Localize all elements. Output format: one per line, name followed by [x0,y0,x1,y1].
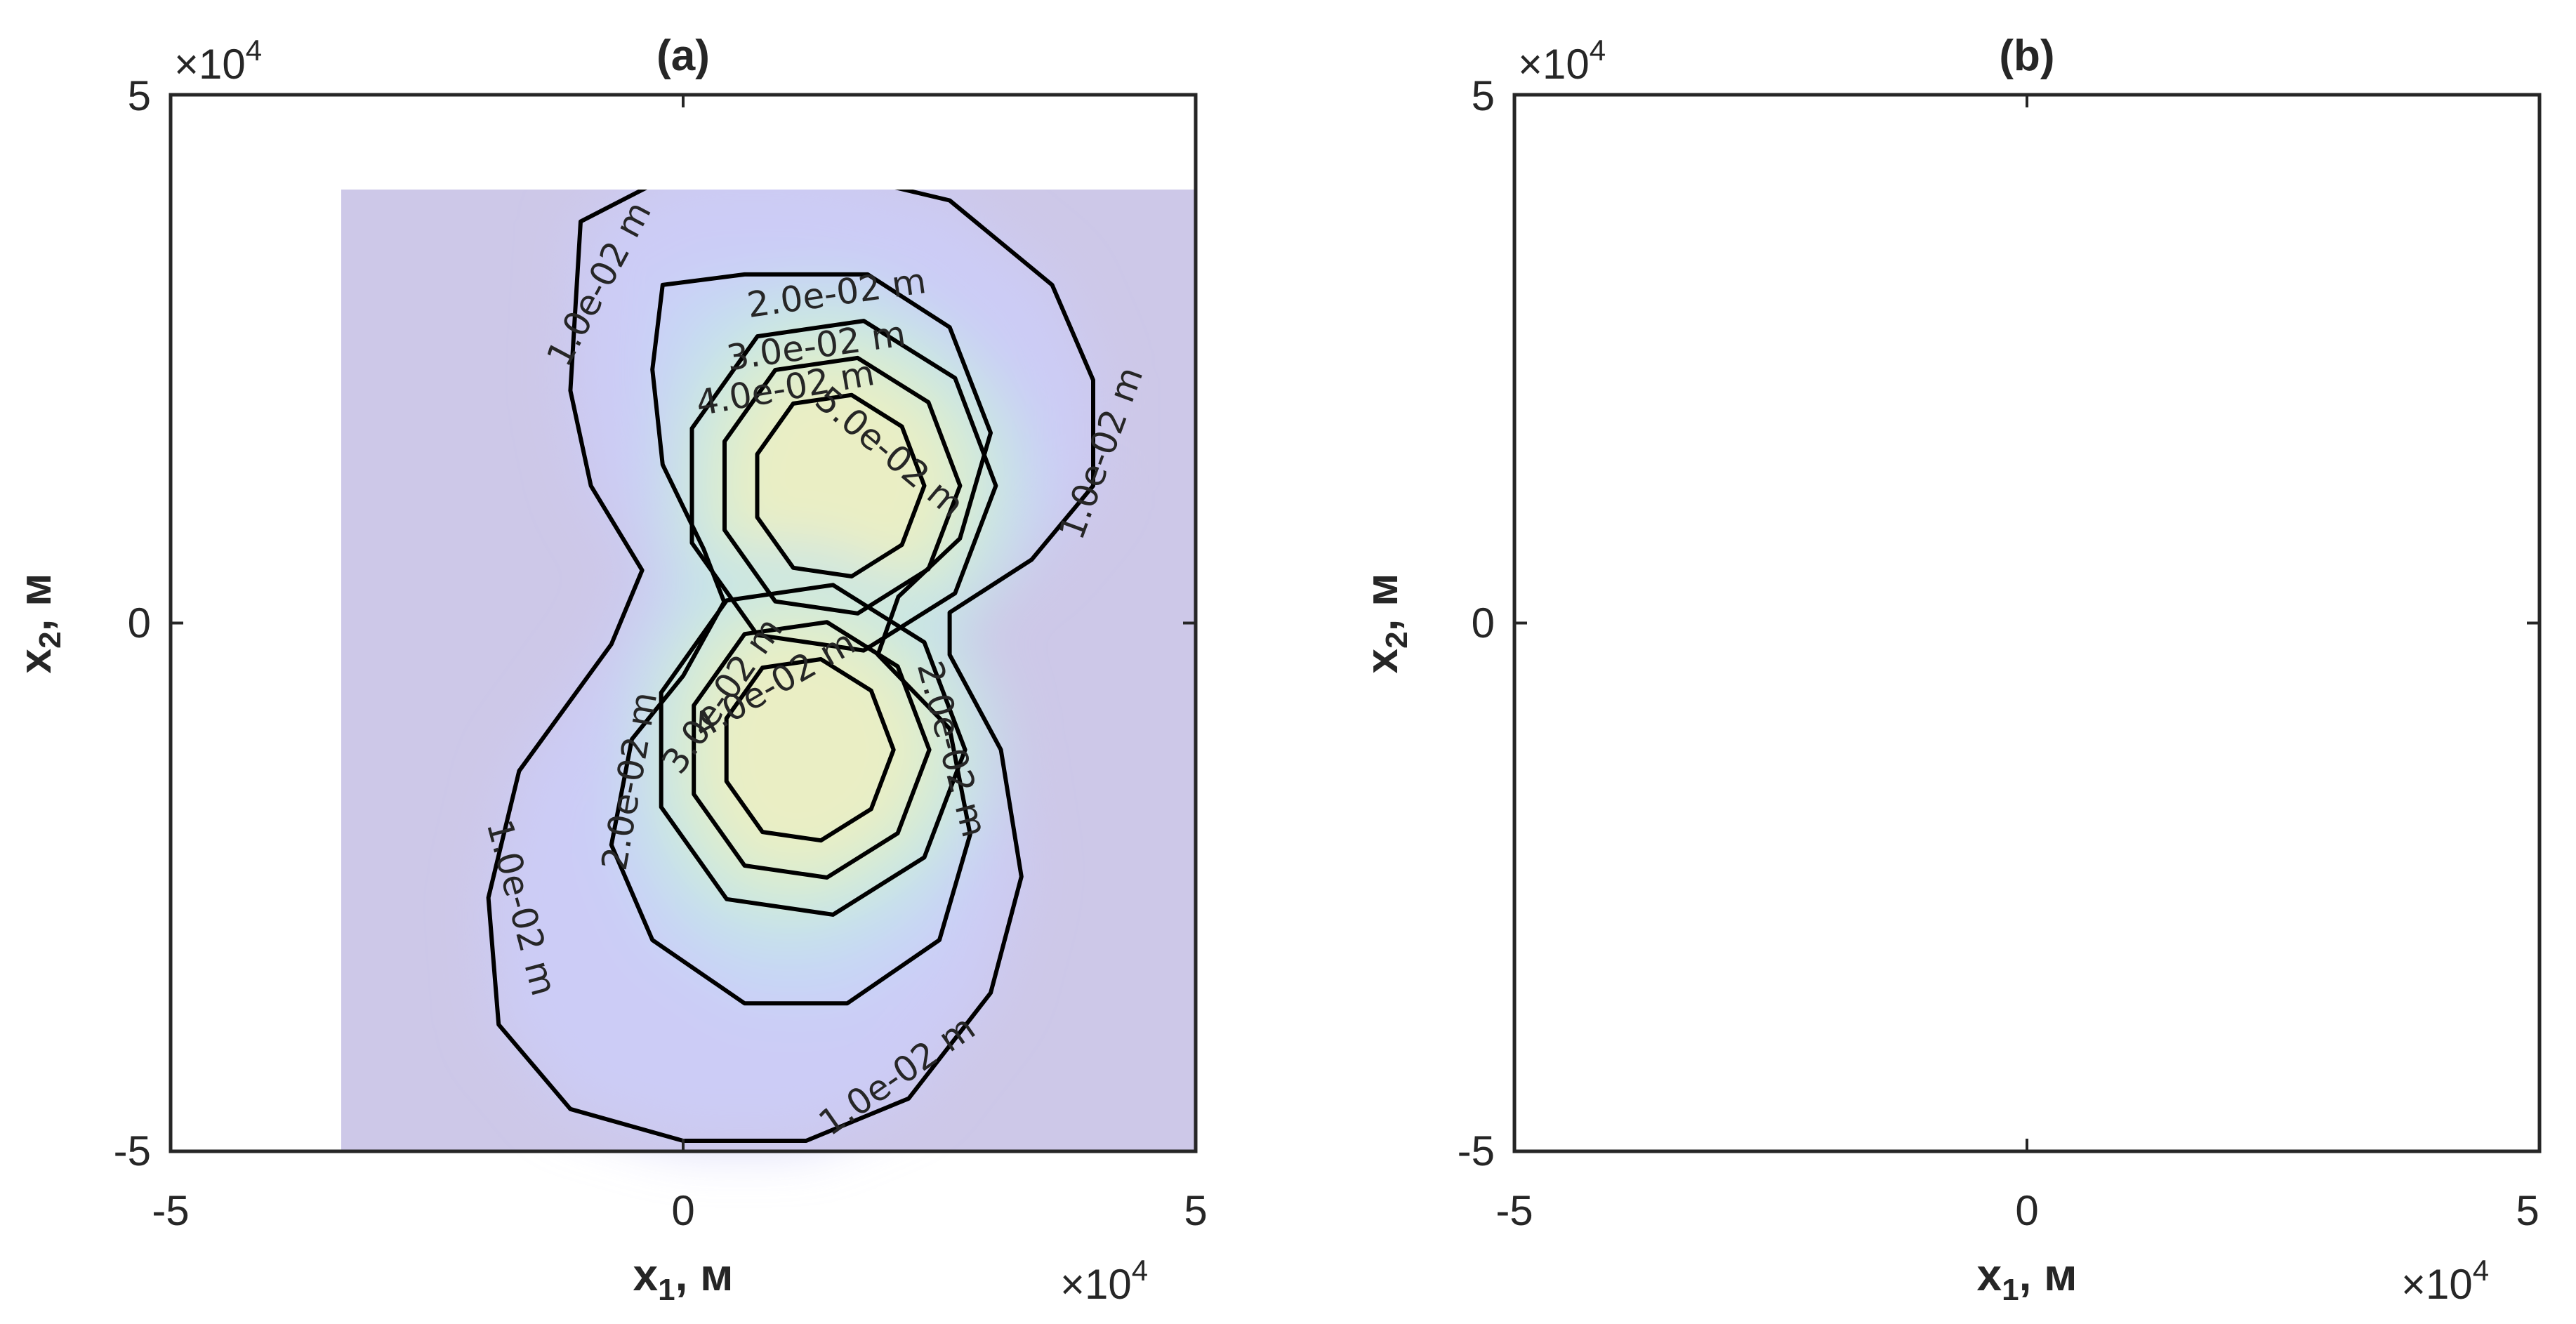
contour-line-peak-1-level-5 [2070,659,2238,840]
y-tick-label-a-0: -5 [114,1127,151,1174]
plot-area-a: 1.0e-02 m 2.0e-02 m3.0e-02 m4.0e-02 m5.0e… [341,190,1196,1151]
contour-line-peak-0-level-3 [689,319,998,653]
contour-line-spike [1976,390,2016,517]
y-tick-label-b-1: 0 [1472,600,1495,647]
contour-line-peak-0-level-5 [2101,395,2268,576]
field-peak-1-level-5 [2043,629,2265,871]
tickmarks-a [169,93,1197,1153]
field-peak-0-level-3 [2003,284,2373,687]
contour-label-8: 1.0e-02 m [1816,826,1894,1011]
y-tick-label-b-0: -5 [1458,1127,1495,1174]
y-axis-label-b: x2, м [1356,574,1414,674]
x-tick-label-a-0: -5 [152,1187,189,1234]
contour-line-peak-1-level-3 [2005,585,2309,915]
contour-line-peak-0-level-6 [2134,432,2233,540]
contour-line-singular [1988,585,2066,662]
contour-line-level-1 [486,190,1095,1143]
panel-title-a: (a) [656,32,710,80]
contour-lines-a [486,190,1095,1143]
y-tick-label-a-2: 5 [128,72,151,119]
field-peak-0-level-5 [2074,364,2296,607]
contour-line-peak-1-level-4 [692,620,932,880]
background-b [1514,95,2539,1151]
contour-label-10: 3.0e-02 m [1953,696,2118,842]
contour-line-level-2 [1955,274,2334,1003]
panel-b: 1.0e-02 m 2.0e-02 m3.0e-02 m4.0e-02 m5.0e… [1356,32,2542,1308]
y-tick-label-b-2: 5 [1472,72,1495,119]
x-axis-label-a: x1, м [633,1250,734,1307]
field-singular-point [1985,581,2069,666]
contour-label-12: 1.0e-02 m [2303,882,2424,1060]
field-peak-0-level-4 [2039,324,2335,647]
contour-label-5: 6.0e-02 m [2110,423,2293,479]
contour-label-11: 4.0e-02 m [2027,666,2210,766]
field-peak-0-level-6 [2110,405,2258,567]
x-tick-label-b-0: -5 [1495,1187,1533,1234]
panel-title-b: (b) [1999,32,2054,80]
field-level-1 [1832,168,2437,1141]
contour-label-3: 4.0e-02 m [2110,360,2293,416]
contour-line-diamond-left [1971,597,2017,655]
x-tick-label-b-1: 0 [2015,1187,2038,1234]
y-axis-label-a: x2, м [10,574,67,674]
contour-line-peak-1-level-4 [2037,622,2273,878]
contour-label-0: 1.0e-02 m [1856,234,1927,419]
x-exponent-a: ×104 [1060,1254,1148,1308]
field-level-2 [1955,274,2334,1003]
contour-label-2: 3.0e-02 m [2099,318,2283,374]
x-tick-label-a-2: 5 [1184,1187,1207,1234]
tickmarks-b [1513,93,2541,1153]
contour-label-7: 2.0e-02 m [2205,615,2304,798]
x-exponent-b: ×104 [2401,1254,2489,1308]
contour-line-peak-0-level-4 [722,355,963,616]
contour-line-level-1 [1832,168,2437,1141]
contour-line-peak-0-level-3 [2036,321,2340,650]
y-tick-label-a-1: 0 [128,600,151,647]
color-field-b [1832,168,2437,1141]
contour-label-4: 5.0e-02 m [2110,392,2293,448]
contour-line-peak-1-level-3 [659,583,967,917]
contour-line-peak-0-level-4 [2068,358,2304,614]
x-tick-label-a-1: 0 [671,1187,694,1234]
contour-line-peak-0-level-5 [755,392,927,578]
contour-labels-b: 1.0e-02 m 2.0e-02 m3.0e-02 m4.0e-02 m5.0e… [1816,234,2452,1059]
contour-label-6: 1.0e-02 m [2386,256,2452,440]
x-axis-label-b: x1, м [1977,1250,2078,1307]
contour-label-9: 2.0e-02 m [1917,670,2073,826]
y-exponent-a: ×104 [174,34,262,88]
panel-a: 1.0e-02 m 2.0e-02 m3.0e-02 m4.0e-02 m5.0e… [10,32,1208,1308]
contour-label-1: 2.0e-02 m [2068,260,2252,326]
field-peak-1-level-6 [2079,669,2227,830]
plot-frame-b [1512,93,2542,1153]
x-tick-label-b-2: 5 [2516,1187,2539,1234]
contour-line-peak-1-level-5 [724,657,896,843]
contour-lines-b [1832,168,2437,1141]
contour-line-peak-1-level-6 [2103,696,2202,804]
field-peak-1-level-3 [1972,548,2342,952]
contour-line-diamond-right [2063,613,2103,655]
field-peak-1-level-4 [2008,588,2304,911]
y-exponent-b: ×104 [1518,34,1606,88]
plot-area-b: 1.0e-02 m 2.0e-02 m3.0e-02 m4.0e-02 m5.0e… [1514,95,2539,1151]
